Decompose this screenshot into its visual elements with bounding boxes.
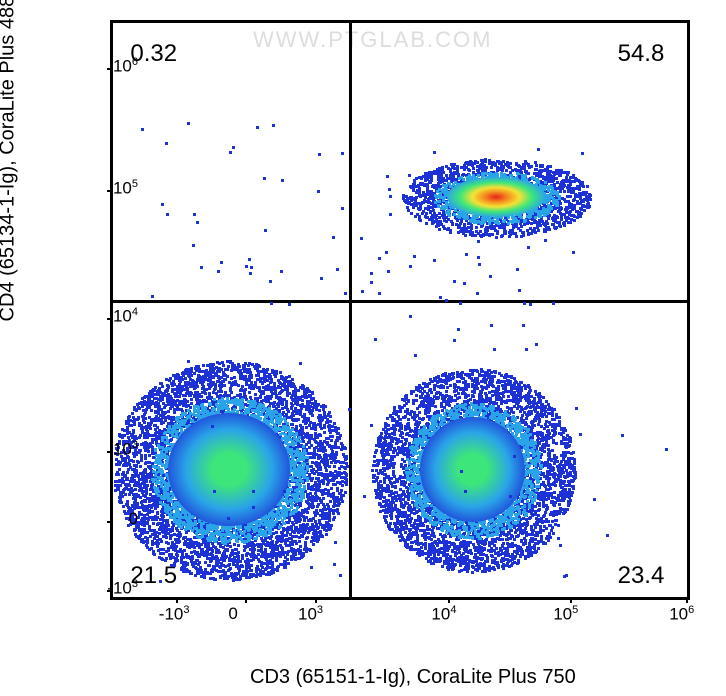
- x-tick: [448, 597, 450, 603]
- x-tick: [245, 597, 247, 603]
- x-tick: [315, 597, 317, 603]
- x-tick-label: 103: [298, 604, 323, 625]
- quadrant-horizontal-gate: [113, 300, 687, 303]
- quadrant-q4-label: 23.4: [618, 562, 665, 590]
- x-tick-label: 0: [228, 604, 237, 624]
- quadrant-vertical-gate: [349, 23, 352, 597]
- x-tick: [570, 597, 572, 603]
- quadrant-q2-label: 54.8: [618, 40, 665, 68]
- lower-right-population: [420, 417, 526, 523]
- y-tick-label: 103: [113, 439, 138, 460]
- y-tick-label: -103: [107, 578, 138, 599]
- flow-cytometry-plot: CD4 (65134-1-Ig), CoraLite Plus 488 CD3 …: [0, 0, 726, 696]
- x-tick: [686, 597, 688, 603]
- x-tick-label: -103: [159, 604, 190, 625]
- y-axis-label: CD4 (65134-1-Ig), CoraLite Plus 488: [0, 0, 20, 322]
- y-tick-label: 104: [113, 306, 138, 327]
- x-tick: [176, 597, 178, 603]
- y-tick-label: 106: [113, 56, 138, 77]
- x-axis-label: CD3 (65151-1-Ig), CoraLite Plus 750: [250, 666, 576, 689]
- x-tick-label: 105: [553, 604, 578, 625]
- plot-area: WWW.PTGLAB.COM 0.32 54.8 21.5 23.4: [110, 20, 690, 600]
- y-tick: [107, 521, 113, 523]
- x-tick-label: 106: [669, 604, 694, 625]
- y-tick-label: 105: [113, 178, 138, 199]
- lower-left-population: [168, 413, 290, 527]
- upper-right-population: [447, 177, 544, 218]
- watermark: WWW.PTGLAB.COM: [253, 27, 492, 53]
- y-tick-label: 0: [129, 509, 138, 529]
- x-tick-label: 104: [431, 604, 456, 625]
